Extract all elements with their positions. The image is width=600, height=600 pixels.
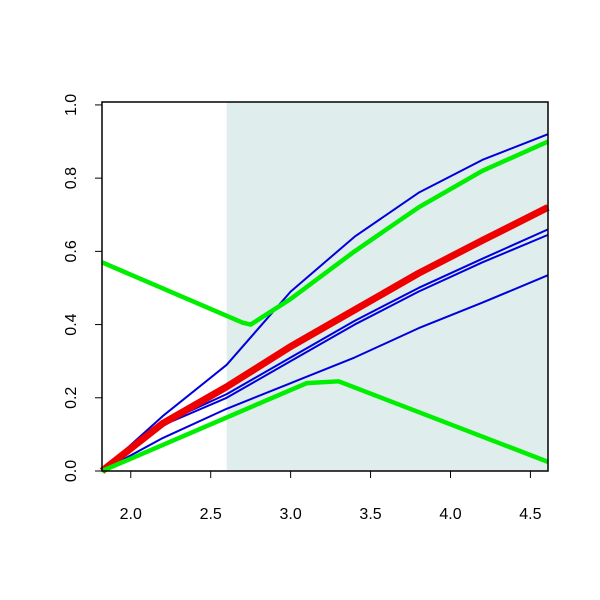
y-tick-label: 0.8 [63, 167, 80, 189]
x-tick-label: 3.5 [359, 506, 381, 523]
x-tick-label: 4.5 [519, 506, 541, 523]
y-tick-label: 0.4 [63, 313, 80, 335]
x-tick-label: 2.0 [120, 506, 142, 523]
y-tick-label: 0.2 [63, 387, 80, 409]
data-line [101, 274, 549, 472]
data-line [101, 133, 549, 472]
highlight-region [226, 102, 548, 471]
x-tick-label: 3.0 [280, 506, 302, 523]
y-tick-label: 0.0 [63, 460, 80, 482]
data-line [101, 379, 549, 474]
plot-frame [101, 101, 549, 472]
data-line [99, 204, 550, 474]
x-tick-label: 2.5 [200, 506, 222, 523]
x-tick-label: 4.0 [439, 506, 461, 523]
data-line [101, 139, 549, 327]
y-tick-label: 1.0 [63, 94, 80, 116]
y-tick-label: 0.6 [63, 240, 80, 262]
